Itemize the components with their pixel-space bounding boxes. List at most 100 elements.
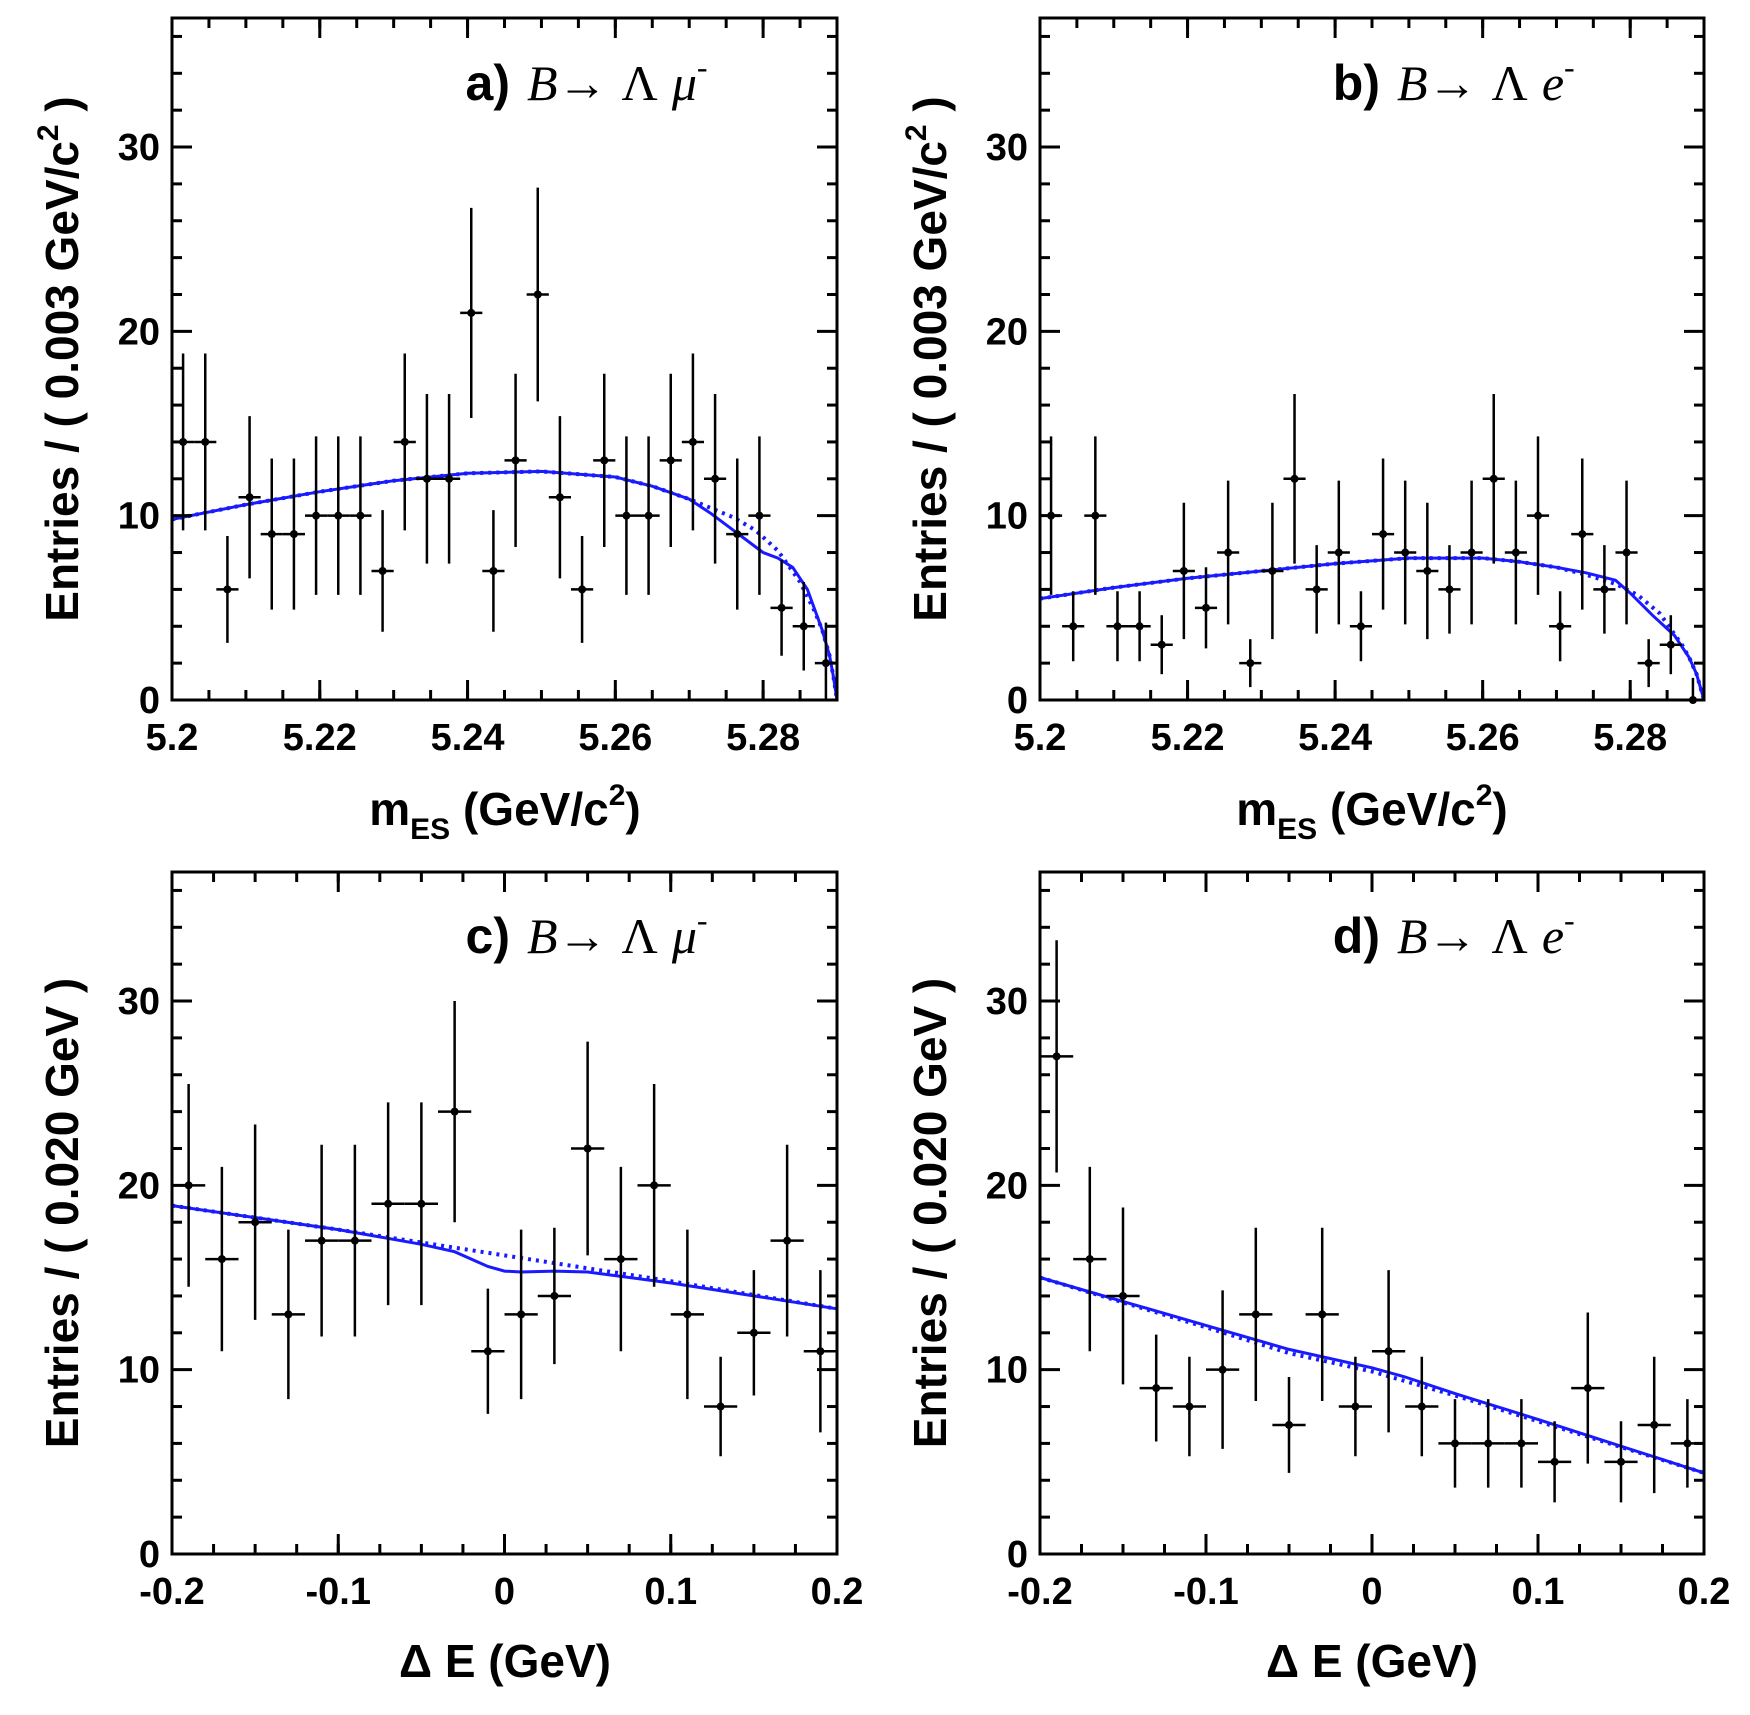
data-point	[637, 436, 660, 595]
decay-charge: -	[1564, 49, 1575, 85]
y-tick-label: 30	[986, 127, 1028, 169]
x-tick-label: 5.26	[1446, 717, 1520, 759]
y-tick-label: 10	[118, 1350, 160, 1392]
data-point	[305, 436, 328, 595]
data-marker	[1312, 585, 1321, 594]
fit-curves	[171, 1203, 838, 1311]
data-marker	[1113, 622, 1122, 631]
decay-b: B	[527, 55, 558, 111]
y-tick-label: 30	[986, 981, 1028, 1023]
data-point	[260, 458, 283, 610]
data-marker	[1644, 659, 1653, 668]
data-point	[1327, 480, 1350, 625]
data-marker	[1285, 1420, 1293, 1429]
y-axis-main: Entries / ( 0.003 GeV/c	[904, 141, 956, 622]
data-point	[792, 582, 815, 671]
data-marker	[799, 622, 808, 631]
data-marker	[1511, 548, 1520, 557]
data-point	[1460, 480, 1483, 625]
data-point	[238, 416, 261, 579]
data-marker	[1617, 1457, 1625, 1466]
data-marker	[1384, 1347, 1393, 1356]
data-point	[1206, 1290, 1240, 1449]
data-point	[504, 1229, 538, 1400]
data-marker	[179, 437, 188, 446]
y-tick-label: 30	[118, 981, 160, 1023]
data-point	[438, 1001, 472, 1223]
decay-charge: -	[1564, 902, 1575, 938]
data-point	[172, 353, 195, 531]
x-axis-sup: 2	[609, 779, 626, 812]
data-marker	[1666, 640, 1675, 649]
data-point	[1615, 480, 1638, 625]
y-tick-label: 20	[986, 311, 1028, 353]
x-tick-label: 5.22	[283, 717, 357, 759]
decay-arrow: →	[1428, 55, 1478, 111]
data-marker	[600, 456, 609, 465]
data-marker	[622, 511, 631, 520]
x-tick-label: -0.1	[1173, 1571, 1238, 1613]
data-marker	[1185, 1402, 1194, 1411]
x-axis-unit: (GeV/c	[1317, 783, 1476, 835]
data-point	[1504, 480, 1527, 625]
data-point	[1349, 591, 1372, 662]
y-axis-sup: 2	[900, 124, 933, 141]
data-marker	[378, 566, 387, 575]
data-point	[1305, 1227, 1339, 1402]
x-axis-unit: (GeV/c	[450, 783, 609, 835]
data-point	[271, 1229, 305, 1400]
decay-arrow: →	[1428, 908, 1478, 964]
data-marker	[550, 1291, 559, 1300]
data-marker	[1556, 622, 1565, 631]
data-point	[371, 510, 394, 632]
data-point	[681, 353, 704, 531]
data-point	[1394, 480, 1417, 625]
panel-label: b)	[1333, 55, 1380, 111]
data-marker	[517, 1310, 526, 1319]
data-marker	[1179, 566, 1188, 575]
data-point	[471, 1288, 505, 1414]
data-point	[737, 1270, 771, 1396]
y-axis-sup: 2	[32, 124, 65, 141]
x-axis-close: )	[1492, 783, 1507, 835]
data-point	[1172, 1356, 1206, 1457]
x-tick-label: 0	[494, 1571, 515, 1613]
data-point	[1504, 1399, 1538, 1488]
data-point	[1526, 436, 1550, 595]
y-axis-close: )	[904, 96, 956, 124]
x-axis-main: m	[1236, 783, 1277, 835]
data-marker	[1622, 548, 1631, 557]
data-marker	[755, 511, 764, 520]
x-tick-label: 5.24	[431, 717, 505, 759]
x-tick-label: 0.2	[811, 1571, 864, 1613]
data-marker	[1069, 622, 1078, 631]
y-tick-label: 0	[1007, 680, 1028, 722]
data-point	[1239, 639, 1262, 688]
data-point	[282, 458, 305, 610]
data-marker	[666, 456, 675, 465]
data-marker	[1417, 1402, 1426, 1411]
data-points	[172, 187, 837, 700]
data-point	[1416, 502, 1439, 640]
axis-ticks: -0.2 -0.1 0 0.1 0.2 0 10 20 30	[986, 872, 1730, 1613]
data-point	[1217, 480, 1240, 625]
data-point	[1106, 1207, 1140, 1385]
x-tick-label: 5.28	[726, 717, 800, 759]
data-point	[1571, 1312, 1605, 1464]
data-point	[770, 1144, 804, 1337]
data-point	[1482, 394, 1505, 564]
decay-b: B	[1397, 55, 1428, 111]
data-marker	[251, 1218, 260, 1227]
data-marker	[1351, 1402, 1360, 1411]
data-point	[371, 1102, 405, 1306]
data-marker	[711, 474, 720, 483]
data-marker	[1085, 1255, 1094, 1264]
data-marker	[400, 437, 409, 446]
data-point	[1471, 1399, 1505, 1488]
data-marker	[716, 1402, 725, 1411]
